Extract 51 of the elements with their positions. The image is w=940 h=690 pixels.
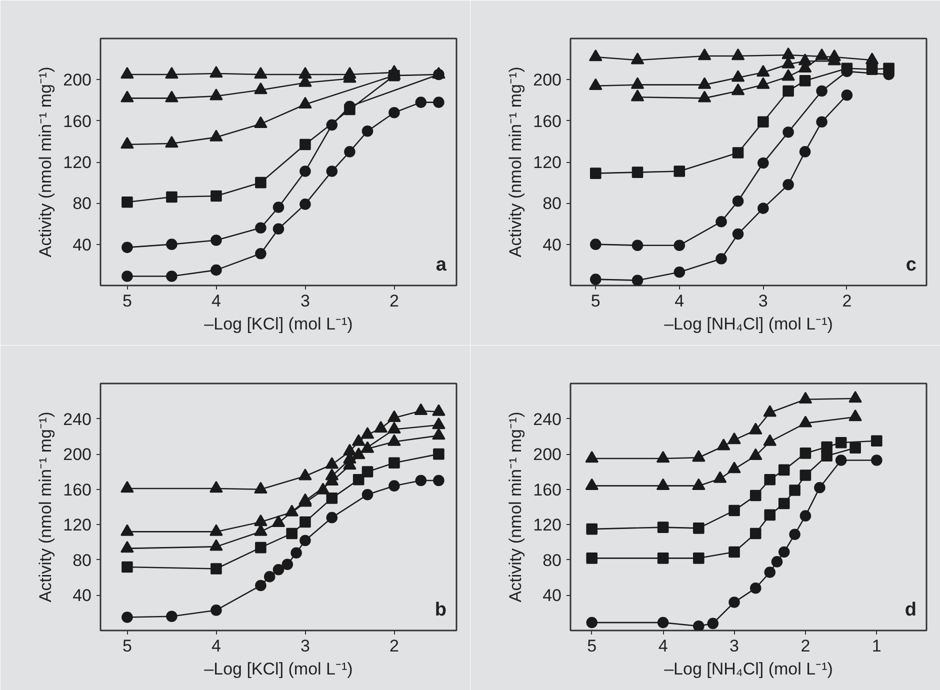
x-tick-label: 5: [122, 292, 132, 310]
y-axis-title: Activity (nmol min⁻¹ mg⁻¹): [36, 66, 56, 258]
x-tick-label: 2: [389, 292, 399, 310]
y-axis-title: Activity (nmol min⁻¹ mg⁻¹): [506, 412, 526, 602]
y-tick-label: 40: [72, 586, 92, 606]
y-tick-label: 80: [72, 194, 92, 214]
annotation: d: [904, 600, 917, 620]
y-axis-title: Activity (nmol min⁻¹ mg⁻¹): [36, 412, 56, 602]
x-tick-label: 4: [674, 292, 684, 310]
x-axis-title: –Log [KCl] (mol L⁻¹): [204, 660, 353, 678]
x-tick-label: 5: [587, 636, 597, 656]
y-tick-label: 80: [542, 194, 562, 214]
x-tick-label: 2: [389, 636, 399, 656]
y-tick-label: 200: [63, 445, 92, 464]
y-tick-label: 240: [63, 410, 92, 429]
x-tick-label: 5: [122, 636, 132, 656]
annotation: c: [906, 254, 917, 276]
y-tick-label: 160: [63, 480, 92, 500]
y-tick-label: 160: [63, 112, 92, 131]
y-tick-label: 200: [533, 70, 562, 90]
x-axis-title: –Log [NH₄Cl] (mol L⁻¹): [664, 660, 833, 678]
x-tick-label: 3: [730, 636, 739, 656]
y-tick-label: 120: [63, 153, 92, 172]
y-tick-label: 80: [542, 550, 562, 570]
y-tick-label: 120: [63, 516, 92, 535]
annotation: a: [436, 254, 447, 276]
y-tick-label: 120: [533, 516, 562, 535]
y-tick-label: 160: [533, 480, 562, 500]
y-tick-label: 40: [72, 235, 92, 254]
y-tick-label: 200: [63, 70, 92, 90]
x-tick-label: 4: [211, 636, 221, 656]
x-tick-label: 3: [300, 636, 310, 656]
x-tick-label: 4: [658, 636, 668, 656]
x-tick-label: 5: [590, 292, 600, 310]
y-axis-title: Activity (nmol min⁻¹ mg⁻¹): [506, 66, 526, 258]
x-axis-title: –Log [NH₄Cl] (mol L⁻¹): [664, 314, 833, 334]
y-tick-label: 80: [72, 550, 92, 570]
x-tick-label: 3: [758, 292, 768, 310]
y-tick-label: 240: [533, 410, 562, 429]
y-tick-label: 40: [542, 586, 562, 606]
x-axis-title: –Log [KCl] (mol L⁻¹): [204, 314, 353, 334]
y-tick-label: 160: [533, 112, 562, 131]
y-tick-label: 200: [533, 445, 562, 464]
x-tick-label: 2: [800, 636, 810, 656]
x-tick-label: 4: [211, 292, 221, 310]
x-tick-label: 2: [842, 292, 852, 310]
x-tick-label: 1: [872, 636, 882, 656]
y-tick-label: 40: [542, 235, 562, 254]
x-tick-label: 3: [300, 292, 310, 310]
y-tick-label: 120: [533, 153, 562, 172]
annotation: b: [434, 600, 447, 620]
